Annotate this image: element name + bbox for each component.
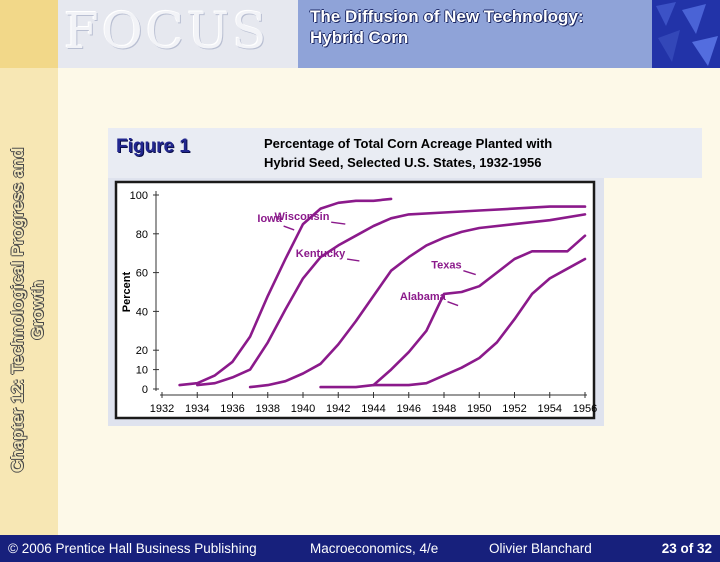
figure-caption-line-1: Percentage of Total Corn Acreage Planted… — [264, 136, 553, 151]
footer-bar: © 2006 Prentice Hall Business Publishing… — [0, 535, 720, 562]
figure-header: Figure 1 Percentage of Total Corn Acreag… — [108, 128, 702, 178]
series-label-texas: Texas — [431, 260, 461, 272]
x-tick-label: 1946 — [397, 403, 421, 415]
footer-book-title: Macroeconomics, 4/e — [310, 541, 439, 556]
x-tick-label: 1932 — [150, 403, 174, 415]
chapter-label-line-2: Growth — [28, 280, 47, 340]
slide-title-line-1: The Diffusion of New Technology: — [310, 7, 584, 26]
series-label-alabama: Alabama — [400, 291, 447, 303]
y-tick-label: 80 — [136, 229, 148, 241]
x-tick-label: 1940 — [291, 403, 315, 415]
x-tick-label: 1942 — [326, 403, 350, 415]
focus-banner: FOCUS — [58, 0, 298, 68]
series-line-alabama — [372, 257, 587, 387]
slide-title-line-2: Hybrid Corn — [310, 28, 409, 47]
series-label-iowa: Iowa — [257, 213, 282, 225]
plot-area — [114, 180, 596, 420]
y-axis-label: Percent — [121, 271, 133, 312]
footer-author: Olivier Blanchard — [489, 541, 592, 556]
decorative-triangles — [652, 0, 720, 68]
x-tick-label: 1948 — [432, 403, 456, 415]
chart-frame: 0 10 20 40 60 80 100 1932 1934 1936 1938 1940 1942 19… — [108, 178, 604, 426]
x-tick-label: 1938 — [256, 403, 280, 415]
series-line-wisconsin — [196, 205, 587, 387]
footer-page-number: 23 of 32 — [661, 541, 712, 556]
focus-logo-text: FOCUS — [64, 2, 270, 60]
chapter-label-line-1: Chapter 12: Technological Progress and — [8, 147, 27, 473]
x-tick-label: 1952 — [502, 403, 526, 415]
series-label-wisconsin: Wisconsin — [275, 211, 330, 223]
chapter-side-label: Chapter 12: Technological Progress and G… — [8, 100, 48, 520]
figure-label: Figure 1 — [116, 136, 190, 157]
x-tick-label: 1950 — [467, 403, 491, 415]
slide-title-panel: The Diffusion of New Technology: Hybrid … — [298, 0, 652, 68]
figure-caption: Percentage of Total Corn Acreage Planted… — [264, 134, 694, 172]
y-tick-label: 60 — [136, 268, 148, 280]
y-tick-label: 20 — [136, 345, 148, 357]
left-decorative-band — [0, 0, 58, 535]
x-tick-label: 1956 — [573, 403, 597, 415]
series-line-iowa — [178, 197, 393, 387]
x-tick-label: 1936 — [220, 403, 244, 415]
label-leader-alabama — [447, 301, 459, 307]
slide-title: The Diffusion of New Technology: Hybrid … — [310, 6, 584, 48]
top-left-accent-block — [0, 0, 58, 68]
y-tick-label: 100 — [130, 190, 148, 202]
triangle-pattern-icon — [656, 2, 718, 66]
x-tick-label: 1934 — [185, 403, 209, 415]
y-tick-label: 0 — [142, 384, 148, 396]
label-leader-kentucky — [346, 258, 360, 262]
label-leader-texas — [463, 269, 476, 276]
footer-copyright: © 2006 Prentice Hall Business Publishing — [8, 541, 257, 556]
label-leader-iowa — [283, 225, 295, 231]
series-line-kentucky — [248, 213, 587, 389]
label-leader-wisconsin — [331, 221, 346, 225]
y-tick-label: 10 — [136, 365, 148, 377]
line-chart: 0 10 20 40 60 80 100 1932 1934 1936 1938 1940 1942 19… — [114, 180, 597, 420]
series-label-kentucky: Kentucky — [296, 248, 346, 260]
x-tick-label: 1954 — [538, 403, 562, 415]
series-line-texas — [319, 234, 587, 389]
y-tick-label: 40 — [136, 306, 148, 318]
x-tick-label: 1944 — [361, 403, 385, 415]
figure-caption-line-2: Hybrid Seed, Selected U.S. States, 1932-… — [264, 155, 542, 170]
